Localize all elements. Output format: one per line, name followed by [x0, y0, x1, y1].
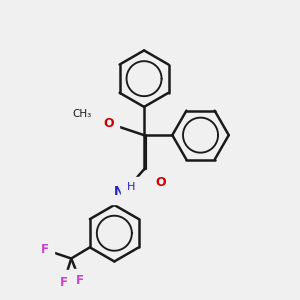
Text: O: O	[155, 176, 166, 189]
Text: CH₃: CH₃	[72, 109, 91, 119]
Text: F: F	[76, 274, 84, 287]
Text: O: O	[103, 117, 114, 130]
Text: H: H	[127, 182, 135, 192]
Text: N: N	[114, 185, 124, 198]
Text: F: F	[60, 276, 68, 289]
Text: F: F	[40, 243, 49, 256]
